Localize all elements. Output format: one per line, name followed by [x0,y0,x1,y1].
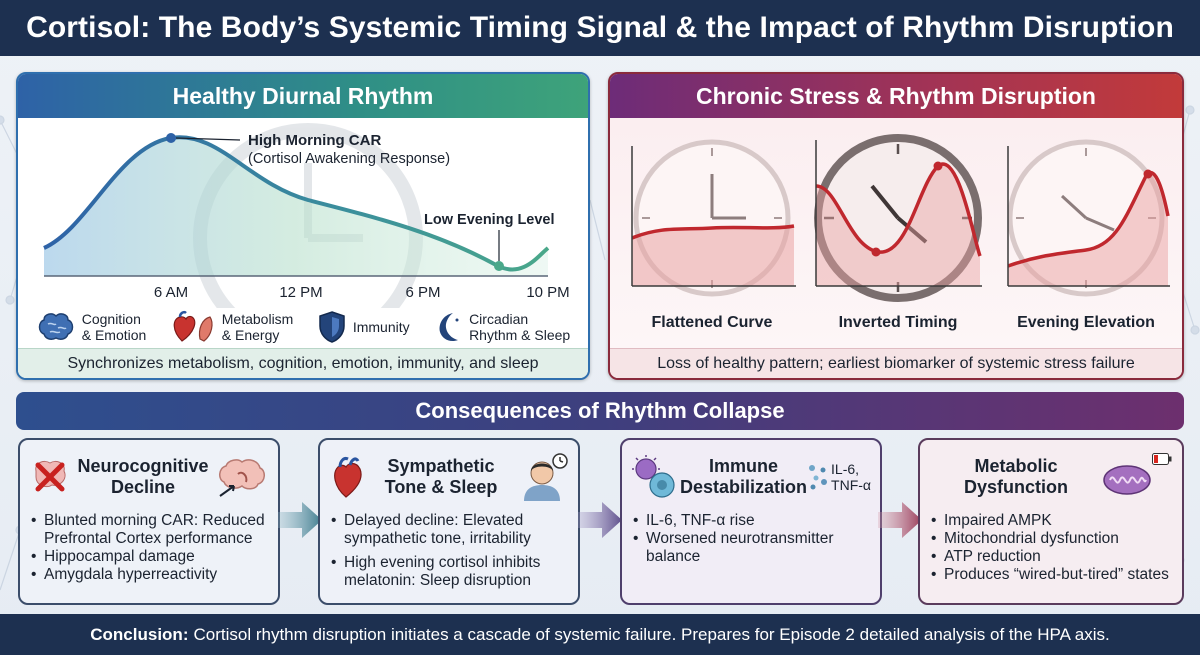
morning-peak-point [166,133,176,143]
shield-icon [319,311,345,343]
evening-low-point [494,261,504,271]
consequence-card-neurocognitive: Neurocognitive Decline Blunted morning C… [18,438,280,605]
function-item-metabolism: Metabolism & Energy [170,309,294,345]
bullet-item: Delayed decline: Elevated sympathetic to… [330,512,568,548]
mitochondria-icon [1103,465,1151,495]
pattern-label: Evening Elevation [1017,314,1155,331]
pattern-label: Inverted Timing [838,314,958,331]
conclusion-label: Conclusion: [90,624,189,644]
x-mark-icon [35,460,66,492]
evening-elevation-chart [1007,139,1170,297]
disruption-patterns: Flattened Curve [610,118,1182,350]
heart-icon [334,457,362,498]
immune-cells-icon [632,455,675,498]
tick-label: 10 PM [526,284,569,301]
stress-panel-heading: Chronic Stress & Rhythm Disruption [610,74,1182,118]
tick-label: 12 PM [279,284,322,301]
person-clock-icon [524,453,568,501]
bullet-item: Amygdala hyperreactivity [30,566,268,584]
flattened-curve-chart [631,139,796,297]
arrow-right-icon [578,502,622,538]
card-bullets: Blunted morning CAR: Reduced Prefrontal … [30,512,268,584]
card-title: Immune Destabilization [680,456,808,497]
bullet-item: Blunted morning CAR: Reduced Prefrontal … [30,512,268,548]
function-label: Immunity [352,319,410,335]
conclusion-bar: Conclusion: Cortisol rhythm disruption i… [0,614,1200,655]
inverted-curve-line [815,162,982,257]
moon-icon [439,313,459,342]
clock-icon [814,134,982,302]
function-item-immunity: Immunity [317,310,410,344]
bullet-item: High evening cortisol inhibits melatonin… [330,554,568,590]
low-battery-icon [1152,453,1172,465]
flattened-curve-line [631,224,795,240]
pattern-label: Flattened Curve [651,314,773,331]
stress-panel-footer: Loss of healthy pattern; earliest biomar… [610,348,1182,378]
card-bullets: IL-6, TNF-α rise Worsened neurotransmitt… [632,512,870,566]
brain-icon [219,459,265,497]
title-bar: Cortisol: The Body’s Systemic Timing Sig… [0,0,1200,56]
bullet-item: Hippocampal damage [30,548,268,566]
stress-disruption-panel: Chronic Stress & Rhythm Disruption F [608,72,1184,380]
heart-muscle-icon [173,310,213,342]
function-label: Cognition & Emotion [81,311,147,343]
card-bullets: Impaired AMPK Mitochondrial dysfunction … [930,512,1172,584]
healthy-panel-footer: Synchronizes metabolism, cognition, emot… [18,348,588,378]
peak-label: High Morning CAR [248,132,381,149]
healthy-panel-heading: Healthy Diurnal Rhythm [18,74,588,118]
arrow-right-icon [278,502,322,538]
healthy-rhythm-chart: High Morning CAR (Cortisol Awakening Res… [43,123,570,308]
bullet-item: ATP reduction [930,548,1172,566]
evening-curve-line [1007,171,1170,268]
conclusion-text: Cortisol rhythm disruption initiates a c… [193,624,1110,644]
bullet-item: IL-6, TNF-α rise [632,512,870,530]
healthy-rhythm-panel: Healthy Diurnal Rhythm High M [16,72,590,380]
arrow-right-icon [878,502,922,538]
bullet-item: Worsened neurotransmitter balance [632,530,870,566]
pattern-evening: Evening Elevation [996,126,1176,331]
tick-label: 6 PM [405,284,440,301]
bullet-item: Produces “wired-but-tired” states [930,566,1172,584]
function-label: Metabolism & Energy [221,311,294,343]
pattern-inverted: Inverted Timing [808,126,988,331]
card-bullets: Delayed decline: Elevated sympathetic to… [330,512,568,590]
card-title: Neurocognitive Decline [77,456,209,497]
consequence-card-immune: Immune Destabilization IL-6, TNF-α IL-6,… [620,438,882,605]
inverted-timing-chart [814,134,982,302]
cytokine-label: IL-6, TNF-α [831,461,872,493]
cytokine-dots-icon [809,465,828,490]
brain-icon [38,313,73,340]
consequence-card-sympathetic: Sympathetic Tone & Sleep Delayed decline… [318,438,580,605]
page-title: Cortisol: The Body’s Systemic Timing Sig… [26,11,1174,44]
tick-label: 6 AM [154,284,188,301]
function-icons-row: Cognition & Emotion Metabolism & Energy … [18,306,588,348]
peak-sublabel: (Cortisol Awakening Response) [248,151,450,167]
low-label: Low Evening Level [424,212,555,228]
bullet-item: Impaired AMPK [930,512,1172,530]
function-item-cognition: Cognition & Emotion [36,310,147,344]
function-item-circadian: Circadian Rhythm & Sleep [433,310,570,344]
consequences-heading: Consequences of Rhythm Collapse [16,392,1184,430]
function-label: Circadian Rhythm & Sleep [469,311,571,343]
bullet-item: Mitochondrial dysfunction [930,530,1172,548]
card-title: Sympathetic Tone & Sleep [384,456,498,497]
card-title: Metabolic Dysfunction [963,456,1068,497]
pattern-flattened: Flattened Curve [622,126,802,331]
consequence-card-metabolic: Metabolic Dysfunction Impaired AMPK Mito… [918,438,1184,605]
